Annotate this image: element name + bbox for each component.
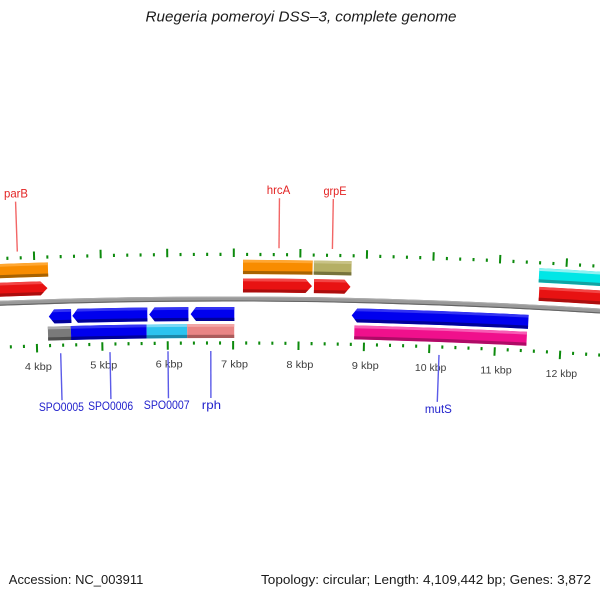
svg-text:4 kbp: 4 kbp bbox=[25, 361, 52, 373]
svg-text:Ruegeria pomeroyi DSS–3, compl: Ruegeria pomeroyi DSS–3, complete genome bbox=[146, 10, 457, 26]
svg-text:hrcA: hrcA bbox=[267, 183, 291, 197]
svg-text:12 kbp: 12 kbp bbox=[546, 368, 578, 380]
svg-text:6 kbp: 6 kbp bbox=[156, 359, 183, 371]
svg-text:11 kbp: 11 kbp bbox=[480, 364, 512, 376]
svg-text:parB: parB bbox=[4, 186, 28, 200]
svg-text:10 kbp: 10 kbp bbox=[415, 362, 447, 374]
svg-text:rph: rph bbox=[202, 398, 221, 412]
svg-text:SPO0007: SPO0007 bbox=[144, 398, 190, 412]
svg-text:Accession: NC_003911: Accession: NC_003911 bbox=[9, 572, 144, 587]
svg-text:5 kbp: 5 kbp bbox=[90, 360, 117, 372]
svg-text:mutS: mutS bbox=[425, 402, 452, 416]
svg-text:Topology: circular; Length: 4,: Topology: circular; Length: 4,109,442 bp… bbox=[261, 572, 591, 587]
svg-text:SPO0006: SPO0006 bbox=[88, 399, 133, 413]
svg-text:8 kbp: 8 kbp bbox=[286, 359, 313, 371]
svg-text:7 kbp: 7 kbp bbox=[221, 358, 248, 370]
svg-text:SPO0005: SPO0005 bbox=[39, 400, 84, 414]
svg-text:9 kbp: 9 kbp bbox=[352, 360, 379, 372]
svg-text:grpE: grpE bbox=[324, 184, 347, 198]
